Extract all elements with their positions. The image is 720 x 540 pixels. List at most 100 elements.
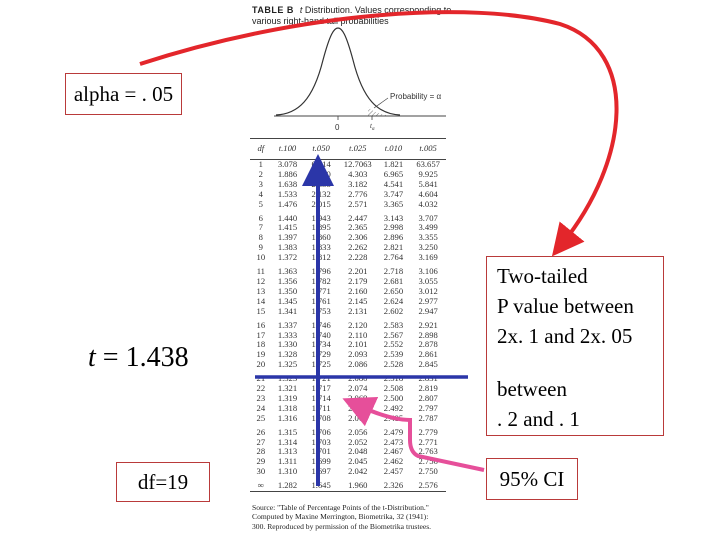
cell-t050: 1.782 [311,275,331,286]
cell-t050: 1.725 [311,359,331,370]
pvalue-line-3: 2x. 1 and 2x. 05 [497,324,633,348]
cell-t050: 1.771 [311,285,331,296]
cell-t100: 1.363 [277,266,298,277]
cell-t010: 2.764 [383,252,404,263]
cell-t050: 1.714 [311,392,331,403]
cell-t100: 1.313 [277,446,298,457]
cell-t050: 1.701 [311,446,331,457]
cell-t050: 1.812 [311,252,331,263]
curve-path [275,27,401,116]
cell-t050: 1.711 [311,402,331,413]
cell-t050: 1.708 [311,412,331,423]
cell-t025: 2.179 [348,275,368,286]
bell-curve-figure: Probability = α 0 tα [274,27,446,132]
table-header-row: df t.100 t.050 t.025 t.010 t.005 [250,138,446,160]
table-row: 12 1.356 1.782 2.179 2.681 3.055 [250,275,446,287]
table-row: ∞ 1.282 1.645 1.960 2.326 2.576 [250,477,446,493]
table-row: 30 1.310 1.697 2.042 2.457 2.750 [250,466,446,477]
cell-t050: 1.706 [311,426,331,437]
t-table: df t.100 t.050 t.025 t.010 t.005 1 3.078 6… [250,138,446,493]
table-row: 6 1.440 1.943 2.447 3.143 3.707 [250,210,446,224]
cell-t005: 3.055 [418,275,438,286]
cell-t050: 1.734 [311,339,331,350]
cell-t100: 1.372 [277,252,298,263]
t-statistic: t = 1.438 [88,342,189,374]
cell-t010: 2.508 [383,383,404,394]
alpha-annotation: alpha = . 05 [65,73,182,115]
cell-t025: 1.960 [338,477,377,493]
cell-t050: 1.761 [311,295,331,306]
cell-t025: 2.120 [348,319,368,330]
cell-t100: 1.314 [277,436,298,447]
cell-t050: 1.753 [311,305,331,316]
pvalue-line-1: Two-tailed [497,264,588,288]
header-t005: t.005 [410,138,446,160]
cell-t025: 2.080 [348,373,368,384]
header-t050: t.050 [303,138,339,160]
source-line-2: Computed by Maxine Merrington, Biometrik… [252,512,429,522]
cell-t050: 1.645 [303,477,339,493]
ci-annotation: 95% CI [486,458,578,500]
cell-t005: 2.831 [418,373,438,384]
p-value-annotation: Two-tailed P value between 2x. 1 and 2x.… [486,256,664,436]
cell-t025: 2.201 [348,266,368,277]
cell-t100: 1.337 [277,319,298,330]
table-row: 5 1.476 2.015 2.571 3.365 4.032 [250,198,446,210]
cell-t010: 3.143 [383,212,404,223]
cell-t005: 2.779 [418,426,438,437]
cell-t005: 2.576 [410,477,446,493]
cell-t025: 2.056 [348,426,368,437]
cell-df: 18 [256,339,266,350]
cell-t005: 2.845 [418,359,438,370]
cell-t050: 1.796 [311,266,331,277]
cell-t010: 2.485 [383,412,404,423]
cell-t100: 1.325 [277,359,298,370]
cell-t005: 2.898 [418,329,438,340]
cell-t025: 2.042 [348,466,368,477]
table-row: 18 1.330 1.734 2.101 2.552 2.878 [250,340,446,350]
table-row: 15 1.341 1.753 2.131 2.602 2.947 [250,305,446,317]
cell-df: ∞ [250,477,272,493]
table-row: 13 1.350 1.771 2.160 2.650 3.012 [250,285,446,297]
source-line-1: Source: "Table of Percentage Points of t… [252,503,429,512]
cell-t100: 1.315 [277,426,298,437]
cell-df: 15 [256,305,266,316]
cell-t025: 2.131 [348,305,368,316]
cell-t010: 2.528 [383,359,404,370]
cell-t100: 1.341 [277,305,298,316]
header-t010: t.010 [376,138,411,160]
cell-t050: 1.699 [311,456,331,467]
between-line-1: between [497,377,567,401]
cell-t025: 2.110 [348,329,368,340]
cell-df: 16 [256,319,266,330]
table-row: 9 1.383 1.833 2.262 2.821 3.250 [250,242,446,253]
cell-t005: 2.807 [418,392,438,403]
cell-t010: 2.567 [383,329,404,340]
cell-t100: 1.321 [277,383,298,394]
cell-t005: 2.861 [418,349,438,360]
t-distribution-table: df t.100 t.050 t.025 t.010 t.005 1 3.078 6… [250,138,446,500]
cell-t100: 1.476 [277,198,298,209]
cell-t050: 1.746 [311,319,331,330]
cell-t005: 2.819 [418,383,438,394]
table-row: 10 1.372 1.812 2.228 2.764 3.169 [250,252,446,263]
cell-t005: 2.787 [418,412,438,423]
table-row: 19 1.328 1.729 2.093 2.539 2.861 [250,349,446,360]
cell-df: 10 [256,252,266,263]
cell-t050: 1.833 [311,242,331,253]
cell-t100: 1.319 [277,392,298,403]
table-row: 26 1.315 1.706 2.056 2.479 2.779 [250,424,446,438]
cell-df: 19 [256,349,266,360]
cell-t005: 2.750 [418,466,438,477]
cell-t100: 1.316 [277,412,298,423]
cell-df: 6 [258,212,263,223]
cell-df: 12 [256,275,266,286]
cell-df: 5 [258,198,263,209]
cell-t010: 2.518 [383,373,404,384]
cell-t050: 2.015 [311,198,331,209]
cell-df: 26 [256,426,266,437]
cell-t010: 2.326 [376,477,411,493]
cell-df: 9 [258,242,263,253]
cell-t100: 1.311 [277,456,297,467]
cell-t100: 1.282 [271,477,304,493]
